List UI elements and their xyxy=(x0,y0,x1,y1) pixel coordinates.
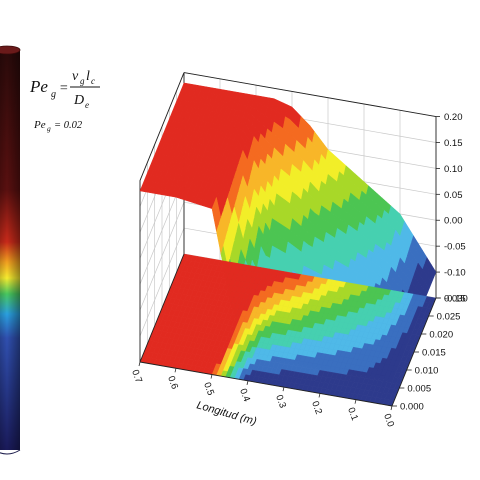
z-tick-label: -0.05 xyxy=(444,242,466,253)
value-text: = 0.02 xyxy=(54,120,83,131)
x-tick-mark xyxy=(246,380,249,385)
x-tick-label: 0.6 xyxy=(165,375,180,391)
y-tick-label: 0.015 xyxy=(422,348,446,359)
value-label-sub: g xyxy=(47,124,51,133)
x-tick-mark xyxy=(390,405,393,411)
formula-lhs-sub: g xyxy=(51,89,56,100)
y-tick-label: 0.030 xyxy=(444,294,468,305)
x-tick-label: 0.0 xyxy=(381,412,396,428)
column-bottom xyxy=(0,449,21,455)
x-tick-label: 0.7 xyxy=(129,368,144,384)
x-tick-label: 0.4 xyxy=(237,387,252,403)
floor-edge xyxy=(139,253,185,363)
formula-denominator-sub: e xyxy=(85,100,89,110)
z-tick-label: -0.10 xyxy=(444,268,466,279)
axis-ticks: 0.20 0.15 0.10 0.05 0.00 -0.05 -0.10 -0.15 0.7 0.… xyxy=(129,112,468,428)
x-axis-label: Longitud (m) xyxy=(195,399,258,428)
y-tick-label: 0.005 xyxy=(407,384,431,395)
formula-numerator2-sub: c xyxy=(91,76,95,86)
x-tick-label: 0.3 xyxy=(273,393,288,409)
formula-numerator: v xyxy=(72,69,79,84)
peclet-formula: Pe g = v g l c D e Pe g = 0.02 xyxy=(29,69,100,133)
side-wall-gridline xyxy=(139,227,185,337)
z-tick-label: 0.20 xyxy=(444,112,463,123)
column-top xyxy=(0,45,21,55)
x-tick-mark xyxy=(138,361,141,367)
floor-projection xyxy=(139,253,437,407)
value-label: Pe xyxy=(33,119,46,131)
z-tick-label: 0.00 xyxy=(444,216,463,227)
x-tick-mark xyxy=(354,399,357,404)
side-wall-gridline xyxy=(139,202,185,311)
z-tick-label: 0.15 xyxy=(444,138,463,149)
box-edge xyxy=(183,72,437,118)
column-shading xyxy=(0,50,20,450)
z-tick-label: 0.10 xyxy=(444,164,463,175)
formula-lhs: Pe xyxy=(29,77,48,96)
x-tick-mark xyxy=(318,393,321,398)
formula-equals: = xyxy=(59,81,68,96)
formula-numerator2: l xyxy=(86,69,90,84)
x-tick-mark xyxy=(174,368,177,373)
floor-edge xyxy=(139,361,393,407)
z-tick-label: -0.15 xyxy=(444,294,466,305)
z-tick-label: 0.05 xyxy=(444,190,463,201)
column-illustration xyxy=(0,45,21,455)
formula-denominator: D xyxy=(73,93,84,108)
y-tick-label: 0.010 xyxy=(415,366,439,377)
floor-edge xyxy=(391,297,437,407)
box-edge xyxy=(139,72,185,181)
formula-numerator-sub: g xyxy=(80,76,85,86)
y-tick-label: 0.020 xyxy=(429,330,453,341)
x-tick-label: 0.1 xyxy=(345,406,360,422)
x-tick-mark xyxy=(282,387,285,392)
x-tick-label: 0.5 xyxy=(201,381,216,397)
x-tick-label: 0.2 xyxy=(309,400,324,416)
x-tick-mark xyxy=(210,374,213,379)
y-tick-label: 0.025 xyxy=(437,312,461,323)
y-tick-label: 0.000 xyxy=(400,402,424,413)
